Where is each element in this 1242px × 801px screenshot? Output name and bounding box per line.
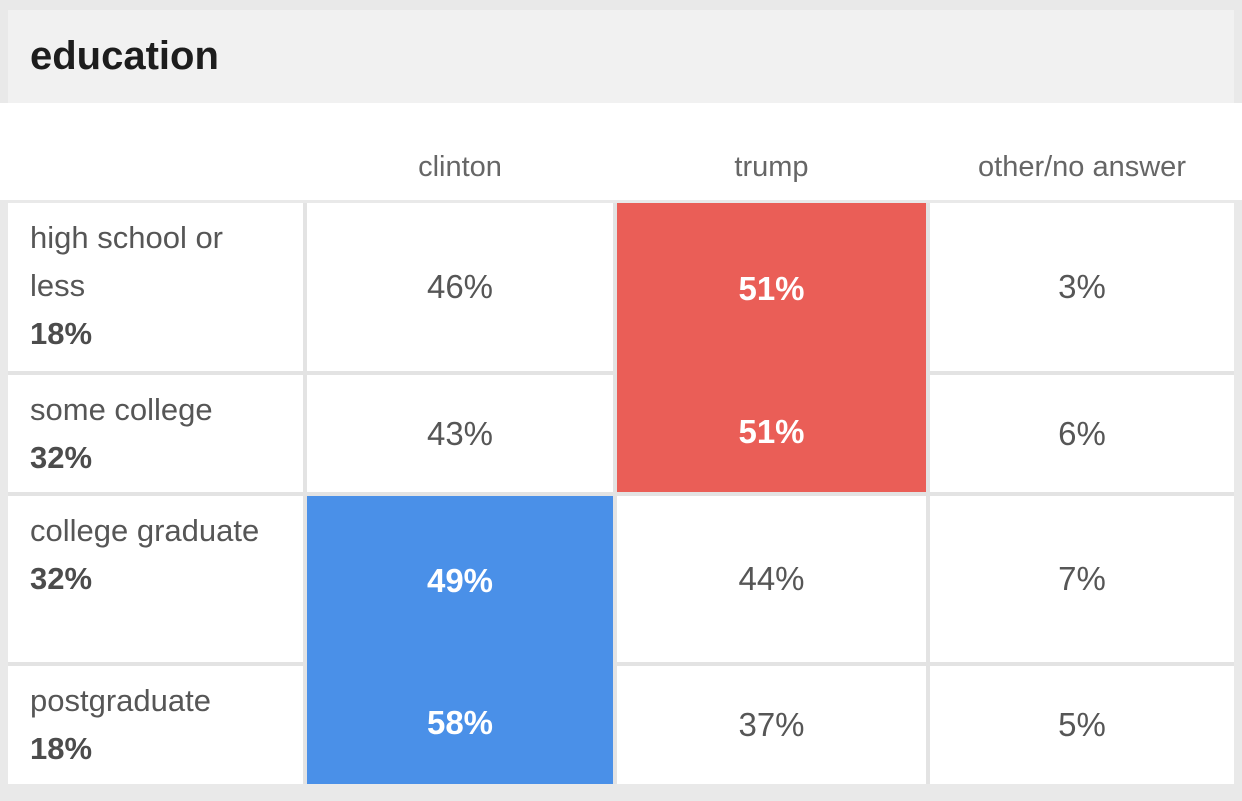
cell-trump-pct: 37% bbox=[617, 666, 926, 784]
row-label: high school or less bbox=[30, 220, 224, 303]
cell-other-pct: 5% bbox=[930, 666, 1234, 784]
column-header-clinton: clinton bbox=[418, 151, 502, 183]
column-header-band: clinton trump other/no answer bbox=[0, 103, 1242, 200]
row-header-some-college: some college 32% bbox=[8, 375, 303, 492]
cell-clinton-pct: 46% bbox=[307, 203, 613, 371]
cell-other-pct: 7% bbox=[930, 496, 1234, 662]
row-label: postgraduate bbox=[30, 683, 211, 718]
section-header: education bbox=[8, 10, 1234, 103]
cell-trump-pct: 44% bbox=[617, 496, 926, 662]
section-title: education bbox=[30, 34, 219, 78]
group-share-value: 32% bbox=[30, 561, 93, 596]
row-header-college-graduate: college graduate 32% bbox=[8, 496, 303, 662]
exit-poll-table: high school or less 18% 46% 51% 3% some … bbox=[8, 203, 1234, 784]
cell-clinton-pct: 58% bbox=[307, 662, 613, 784]
column-header-trump: trump bbox=[734, 151, 809, 183]
cell-trump-pct: 51% bbox=[617, 371, 926, 492]
row-header-postgraduate: postgraduate 18% bbox=[8, 666, 303, 784]
cell-clinton-pct: 49% bbox=[307, 496, 613, 666]
row-label: some college bbox=[30, 392, 213, 427]
row-label-column-spacer bbox=[8, 184, 303, 200]
cell-trump-pct: 51% bbox=[617, 203, 926, 375]
group-share-value: 18% bbox=[30, 316, 93, 351]
group-share-value: 32% bbox=[30, 440, 93, 475]
group-share-value: 18% bbox=[30, 731, 93, 766]
cell-clinton-pct: 43% bbox=[307, 375, 613, 492]
row-label: college graduate bbox=[30, 513, 260, 548]
column-header-other: other/no answer bbox=[978, 151, 1186, 183]
row-header-high-school-or-less: high school or less 18% bbox=[8, 203, 303, 371]
cell-other-pct: 6% bbox=[930, 375, 1234, 492]
cell-other-pct: 3% bbox=[930, 203, 1234, 371]
